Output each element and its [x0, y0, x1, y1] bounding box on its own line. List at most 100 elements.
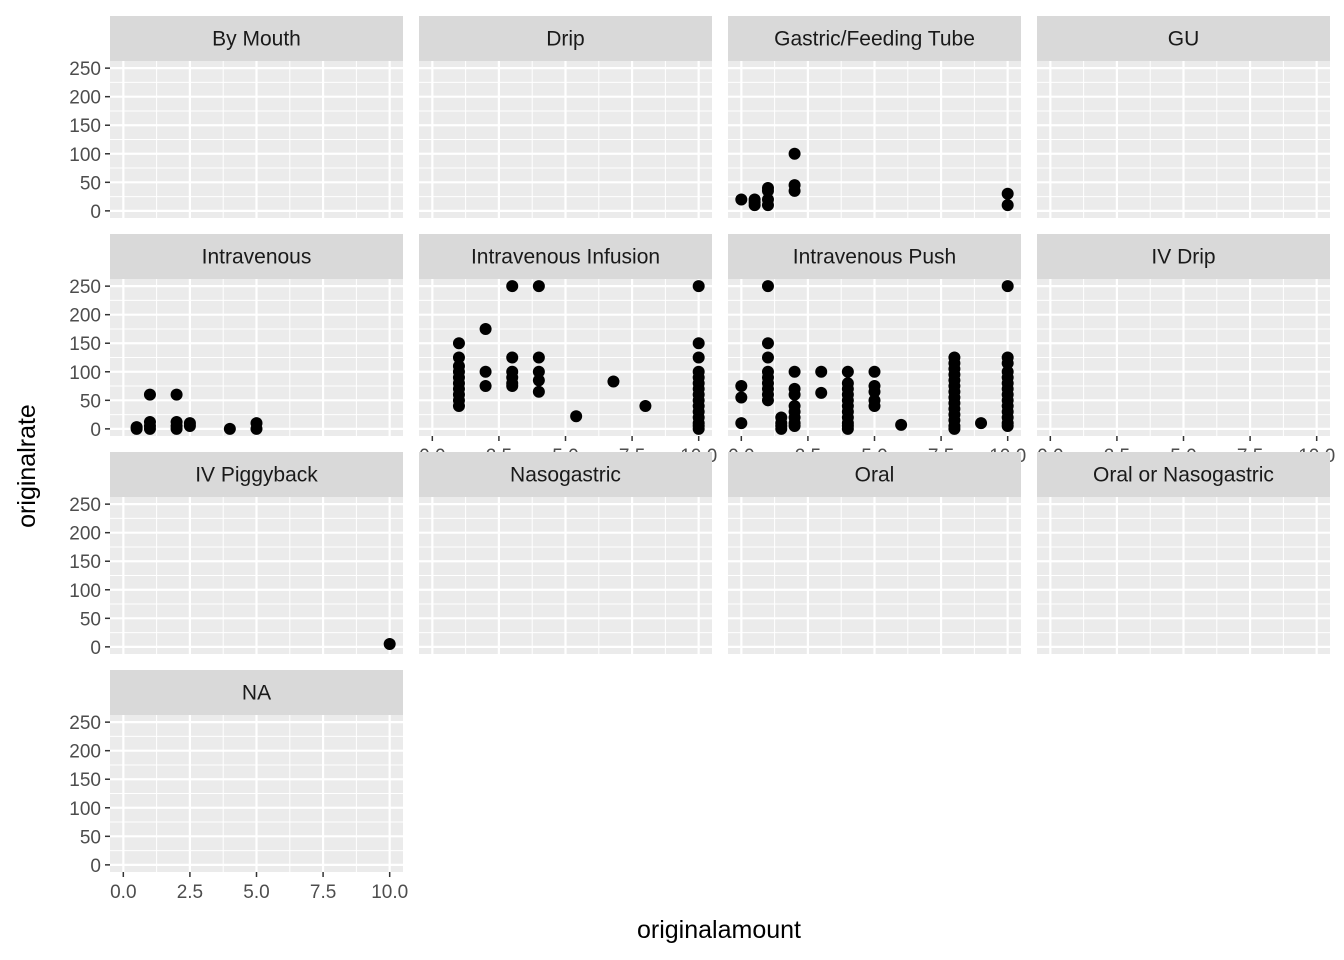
- data-point: [748, 193, 761, 206]
- facet-strip: [1037, 16, 1330, 61]
- facet-oral: Oral: [728, 452, 1021, 654]
- data-point: [788, 184, 801, 197]
- data-point: [506, 380, 519, 393]
- x-axis-title: originalamount: [637, 916, 801, 944]
- facet-oral-or-nasogastric: Oral or Nasogastric: [1037, 452, 1330, 654]
- facet-title: Oral or Nasogastric: [1093, 464, 1274, 487]
- y-tick-label: 0: [90, 638, 101, 659]
- data-point: [735, 391, 748, 404]
- facet-panels: By Mouth 0 50 100 150 200 250 Drip Gastric/Feedi…: [69, 16, 1335, 903]
- data-point: [948, 422, 961, 435]
- y-tick-label: 100: [69, 145, 101, 166]
- facet-intravenous-infusion: Intravenous Infusion0.02.55.07.510.0: [419, 234, 717, 467]
- data-point: [841, 422, 854, 435]
- data-point: [532, 385, 545, 398]
- facet-title: NA: [242, 682, 271, 705]
- data-point: [170, 388, 183, 401]
- data-point: [639, 400, 652, 413]
- facet-title: Intravenous: [202, 246, 312, 269]
- facet-title: By Mouth: [212, 28, 301, 51]
- facet-title: Intravenous Infusion: [471, 246, 660, 269]
- data-point: [452, 351, 465, 364]
- x-tick-label: 0.0: [110, 882, 136, 903]
- facet-na: NA 0 50 100 150 200 250 0.0 2.5 5.0 7.5 10.0: [69, 670, 408, 903]
- facet-strip: [110, 234, 403, 279]
- facet-strip: [1037, 452, 1330, 497]
- data-point: [815, 365, 828, 378]
- data-point: [761, 337, 774, 350]
- data-point: [761, 199, 774, 212]
- data-point: [735, 193, 748, 206]
- data-point: [1001, 187, 1014, 200]
- facet-intravenous-push: Intravenous Push0.02.55.07.510.0: [728, 234, 1026, 467]
- data-point: [841, 365, 854, 378]
- y-tick-label: 0: [90, 420, 101, 441]
- facet-strip: [728, 16, 1021, 61]
- data-point: [761, 280, 774, 293]
- data-point: [761, 351, 774, 364]
- data-point: [532, 374, 545, 387]
- x-tick-label: 5.0: [243, 882, 269, 903]
- y-tick-label: 150: [69, 552, 101, 573]
- facet-strip: [1037, 234, 1330, 279]
- facet-title: Nasogastric: [510, 464, 621, 487]
- data-point: [143, 388, 156, 401]
- y-tick-label: 150: [69, 770, 101, 791]
- data-point: [1001, 420, 1014, 433]
- data-point: [692, 337, 705, 350]
- data-point: [868, 365, 881, 378]
- data-point: [761, 182, 774, 195]
- y-tick-label: 50: [80, 173, 101, 194]
- y-tick-label: 200: [69, 88, 101, 109]
- y-tick-label: 50: [80, 391, 101, 412]
- data-point: [143, 422, 156, 435]
- data-point: [506, 351, 519, 364]
- facet-drip: Drip: [419, 16, 712, 218]
- x-tick-label: 7.5: [310, 882, 336, 903]
- data-point: [788, 365, 801, 378]
- y-tick-label: 250: [69, 59, 101, 80]
- x-tick-label: 10.0: [371, 882, 408, 903]
- data-point: [788, 147, 801, 160]
- y-tick-label: 100: [69, 363, 101, 384]
- y-tick-label: 250: [69, 277, 101, 298]
- data-point: [532, 280, 545, 293]
- data-point: [479, 322, 492, 335]
- data-point: [761, 394, 774, 407]
- data-point: [868, 385, 881, 398]
- facet-title: IV Piggyback: [195, 464, 318, 487]
- y-axis-title: originalrate: [13, 404, 41, 528]
- y-tick-label: 50: [80, 827, 101, 848]
- data-point: [692, 351, 705, 364]
- data-point: [223, 422, 236, 435]
- y-tick-label: 50: [80, 609, 101, 630]
- data-point: [183, 420, 196, 433]
- data-point: [868, 400, 881, 413]
- data-point: [506, 280, 519, 293]
- data-point: [735, 380, 748, 393]
- facet-title: Intravenous Push: [793, 246, 956, 269]
- y-tick-label: 0: [90, 856, 101, 877]
- data-point: [775, 422, 788, 435]
- facet-strip: [419, 452, 712, 497]
- facet-intravenous: Intravenous 0 50 100 150 200 250: [69, 234, 403, 441]
- data-point: [895, 418, 908, 431]
- facet-strip: [110, 452, 403, 497]
- data-point: [1001, 280, 1014, 293]
- data-point: [788, 420, 801, 433]
- data-point: [975, 417, 988, 430]
- y-tick-label: 100: [69, 799, 101, 820]
- y-tick-label: 150: [69, 116, 101, 137]
- facet-strip: [419, 234, 712, 279]
- data-point: [452, 337, 465, 350]
- data-point: [607, 375, 620, 388]
- data-point: [1001, 357, 1014, 370]
- facet-strip: [728, 234, 1021, 279]
- y-tick-label: 250: [69, 495, 101, 516]
- data-point: [130, 421, 143, 434]
- y-tick-label: 200: [69, 306, 101, 327]
- data-point: [170, 422, 183, 435]
- data-point: [532, 351, 545, 364]
- data-point: [479, 380, 492, 393]
- facet-strip: [419, 16, 712, 61]
